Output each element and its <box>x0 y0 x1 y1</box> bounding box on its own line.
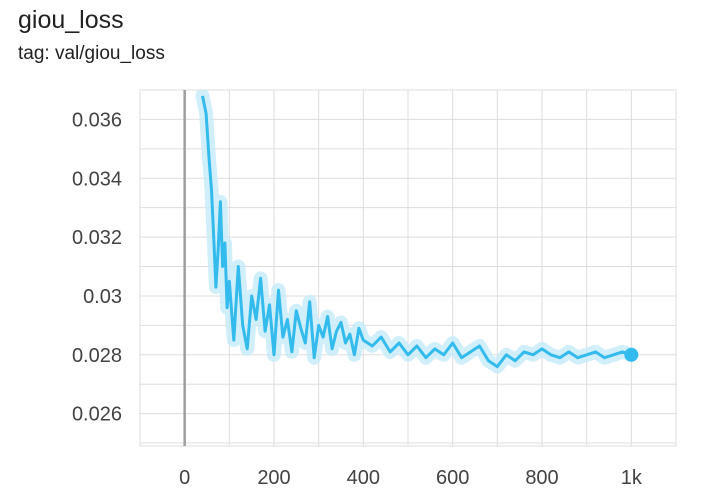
series-layer <box>195 90 639 374</box>
y-tick-label: 0.034 <box>72 168 122 190</box>
x-tick-label: 400 <box>347 467 380 489</box>
series-line <box>201 95 632 369</box>
y-tick-label: 0.028 <box>72 345 122 367</box>
x-tick-label: 200 <box>257 467 290 489</box>
x-tick-label: 1k <box>621 467 643 489</box>
x-tick-label: 600 <box>436 467 469 489</box>
x-tick-label: 0 <box>179 467 190 489</box>
tick-label-layer: 0 200 400 600 800 1k 0.026 0.028 0.03 0.032 0.034 0… <box>72 109 643 489</box>
series-end-point <box>624 347 639 362</box>
y-tick-label: 0.032 <box>72 227 122 249</box>
axis-layer <box>140 90 676 447</box>
x-tick-label: 800 <box>525 467 558 489</box>
chart-title: giou_loss <box>18 6 124 34</box>
chart-tag: tag: val/giou_loss <box>18 43 165 64</box>
y-tick-label: 0.026 <box>72 404 122 426</box>
y-tick-label: 0.03 <box>83 286 122 308</box>
y-tick-label: 0.036 <box>72 109 122 131</box>
